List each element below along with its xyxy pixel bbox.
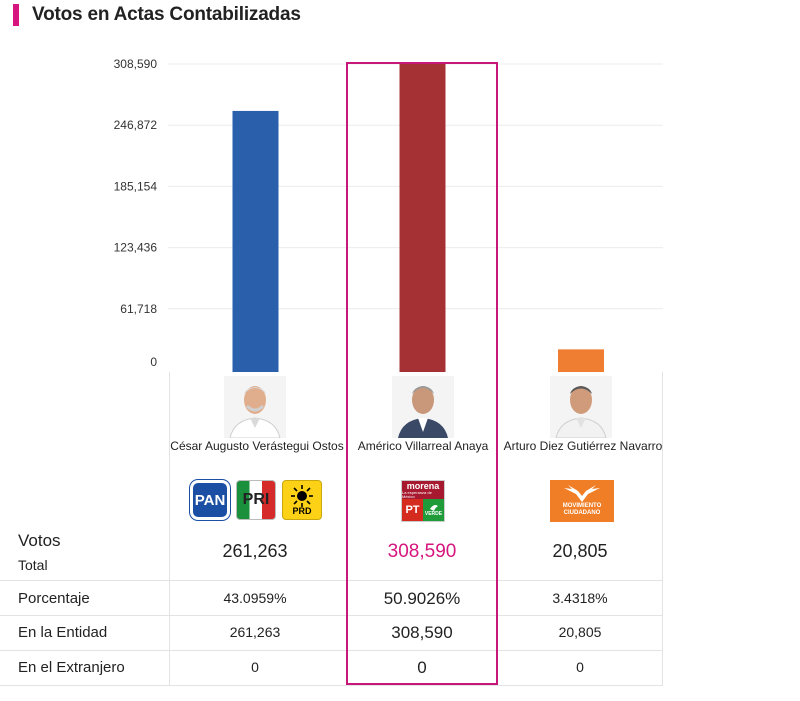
candidate-name-diez: Arturo Diez Gutiérrez Navarro <box>503 439 663 453</box>
pan-logo: PAN <box>190 480 230 520</box>
bar-chart: 0 61,718 123,436 185,154 246,872 308,590 <box>114 57 663 373</box>
y-tick-label: 246,872 <box>114 118 158 132</box>
pri-logo: PRI <box>236 480 276 520</box>
votos-diez: 20,805 <box>552 541 608 561</box>
table-divider <box>0 650 663 651</box>
bar-1 <box>232 110 279 373</box>
winner-highlight-box <box>346 62 498 685</box>
y-tick-label: 61,718 <box>120 302 157 316</box>
bar-2 <box>399 64 446 372</box>
row-label-total: Total <box>18 557 48 573</box>
extranjero-villarreal: 0 <box>417 658 427 677</box>
votos-verastegui: 261,263 <box>222 541 288 561</box>
y-tick-label: 185,154 <box>114 179 158 193</box>
page-title: Votos en Actas Contabilizadas <box>32 4 301 25</box>
y-tick-label: 0 <box>150 355 157 369</box>
pt-logo: PT <box>402 499 423 521</box>
y-tick-label: 308,590 <box>114 57 158 71</box>
entidad-diez: 20,805 <box>558 624 602 640</box>
entidad-verastegui: 261,263 <box>229 624 281 640</box>
prd-logo: PRD <box>282 480 322 520</box>
candidate-photo-verastegui <box>224 376 286 438</box>
candidate-photo-villarreal <box>392 376 454 438</box>
entidad-villarreal: 308,590 <box>391 623 453 642</box>
row-label-votos: Votos <box>18 531 61 550</box>
candidate-name-villarreal: Américo Villarreal Anaya <box>357 439 489 453</box>
porcentaje-verastegui: 43.0959% <box>223 590 287 606</box>
row-label-extranjero: En el Extranjero <box>18 659 125 676</box>
table-border-right <box>662 372 663 686</box>
title-accent-bar <box>13 4 19 26</box>
table-divider <box>0 615 663 616</box>
eagle-icon <box>564 485 600 502</box>
row-label-porcentaje: Porcentaje <box>18 590 90 607</box>
extranjero-diez: 0 <box>576 659 584 675</box>
prd-sun-icon <box>291 484 313 507</box>
row-label-entidad: En la Entidad <box>18 624 108 641</box>
toucan-icon <box>429 505 438 512</box>
extranjero-verastegui: 0 <box>251 659 259 675</box>
y-tick-label: 123,436 <box>114 241 158 255</box>
porcentaje-villarreal: 50.9026% <box>383 589 461 608</box>
votos-villarreal: 308,590 <box>387 541 457 562</box>
table-border-left <box>169 372 170 686</box>
candidate-photo-diez <box>550 376 612 438</box>
candidate-name-verastegui: César Augusto Verástegui Ostos <box>170 439 344 453</box>
table-divider <box>0 580 663 581</box>
table-divider <box>0 685 663 686</box>
verde-logo: VERDE <box>423 499 444 521</box>
porcentaje-diez: 3.4318% <box>552 590 608 606</box>
bar-3 <box>558 349 604 372</box>
morena-logo: morena La esperanza de México <box>402 481 444 500</box>
movimiento-ciudadano-logo: MOVIMIENTO CIUDADANO <box>550 480 614 522</box>
morena-pt-verde-logo: morena La esperanza de México PT VERDE <box>401 480 445 522</box>
